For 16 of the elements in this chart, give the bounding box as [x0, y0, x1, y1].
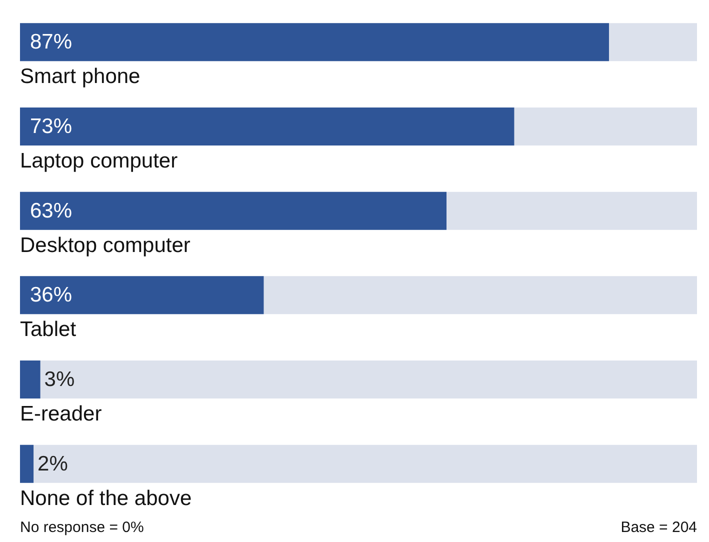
- y-tick-label: E-reader: [20, 402, 102, 426]
- y-tick-label: Tablet: [20, 318, 76, 342]
- annotation: No response = 0%: [20, 519, 144, 536]
- annotation: Base = 204: [620, 519, 697, 536]
- data-label: 87%: [30, 30, 72, 54]
- y-tick-label: Desktop computer: [20, 234, 190, 257]
- bar: [20, 444, 34, 483]
- y-tick-label: None of the above: [20, 486, 192, 510]
- bar: [20, 360, 40, 398]
- data-label: 73%: [30, 115, 72, 138]
- data-label: 3%: [44, 368, 75, 391]
- y-tick-label: Laptop computer: [20, 150, 178, 172]
- data-label: 36%: [30, 284, 72, 307]
- data-label: 2%: [38, 452, 68, 476]
- data-label: 63%: [30, 199, 72, 222]
- y-tick-label: Smart phone: [20, 65, 140, 88]
